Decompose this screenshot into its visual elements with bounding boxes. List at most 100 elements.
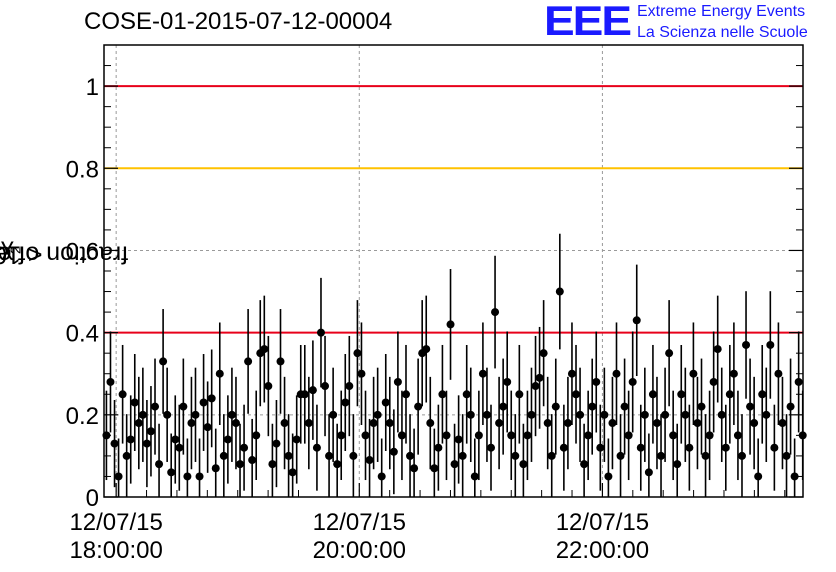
data-point	[572, 390, 581, 399]
data-point	[393, 377, 402, 386]
data-point	[661, 410, 670, 419]
data-point	[377, 472, 386, 481]
data-point	[410, 464, 419, 473]
data-point	[341, 398, 350, 407]
data-point	[503, 377, 512, 386]
y-tick-label: 0.2	[66, 403, 99, 430]
data-point	[110, 439, 119, 448]
data-points	[102, 287, 807, 481]
data-point	[179, 402, 188, 411]
data-point	[742, 340, 751, 349]
y-tick-label: 0.4	[66, 321, 99, 348]
data-point	[430, 464, 439, 473]
data-point	[134, 419, 143, 428]
data-point	[547, 451, 556, 460]
data-point	[252, 431, 261, 440]
data-point	[652, 419, 661, 428]
data-point	[304, 419, 313, 428]
chart-title: COSE-01-2015-07-12-00004	[84, 8, 393, 35]
data-point	[511, 451, 520, 460]
data-point	[770, 443, 779, 452]
data-point	[227, 410, 236, 419]
data-point	[389, 447, 398, 456]
data-point	[167, 468, 176, 477]
data-point	[515, 390, 524, 399]
data-point	[733, 431, 742, 440]
data-point	[207, 394, 216, 403]
data-point	[438, 390, 447, 399]
error-bars	[105, 233, 804, 497]
x-tick-label-date: 12/07/15	[556, 509, 649, 536]
y-tick-label: 1	[86, 74, 99, 101]
x-tick-label-time: 20:00:00	[313, 537, 406, 564]
data-point	[159, 357, 168, 366]
x-tick-label-date: 12/07/15	[313, 509, 406, 536]
logo-tagline-2: La Scienza nelle Scuole	[637, 24, 808, 41]
data-point	[171, 435, 180, 444]
data-point	[357, 369, 366, 378]
data-point	[288, 468, 297, 477]
data-point	[721, 443, 730, 452]
data-point	[329, 410, 338, 419]
data-point	[737, 451, 746, 460]
data-point	[199, 398, 208, 407]
data-point	[628, 377, 637, 386]
data-point	[559, 443, 568, 452]
data-point	[665, 349, 674, 358]
data-point	[563, 419, 572, 428]
data-point	[535, 373, 544, 382]
data-point	[106, 377, 115, 386]
data-point	[316, 328, 325, 337]
data-point	[219, 451, 228, 460]
data-point	[434, 443, 443, 452]
data-point	[203, 423, 212, 432]
data-point	[478, 369, 487, 378]
data-point	[580, 460, 589, 469]
data-point	[709, 377, 718, 386]
data-point	[373, 410, 382, 419]
data-point	[701, 451, 710, 460]
data-point	[657, 451, 666, 460]
data-point	[426, 419, 435, 428]
data-point	[195, 472, 204, 481]
eee-logo: EEE	[544, 0, 632, 45]
data-point	[620, 402, 629, 411]
tick-labels: 00.20.40.60.8112/07/1518:00:0012/07/1520…	[66, 74, 650, 564]
data-point	[397, 431, 406, 440]
data-point	[211, 464, 220, 473]
data-point	[470, 472, 479, 481]
data-point	[681, 410, 690, 419]
x-tick-label-time: 22:00:00	[556, 537, 649, 564]
data-point	[604, 472, 613, 481]
data-point	[401, 390, 410, 399]
data-point	[600, 410, 609, 419]
data-point	[446, 320, 455, 329]
x-tick-label-time: 18:00:00	[69, 537, 162, 564]
data-point	[774, 369, 783, 378]
data-point	[636, 443, 645, 452]
data-point	[118, 390, 127, 399]
data-point	[345, 382, 354, 391]
data-point	[155, 460, 164, 469]
data-point	[758, 390, 767, 399]
data-point	[754, 472, 763, 481]
data-point	[717, 410, 726, 419]
data-point	[244, 357, 253, 366]
data-point	[474, 431, 483, 440]
data-point	[588, 402, 597, 411]
data-point	[385, 419, 394, 428]
data-point	[300, 390, 309, 399]
data-point	[543, 419, 552, 428]
data-point	[215, 369, 224, 378]
data-point	[280, 419, 289, 428]
data-point	[365, 456, 374, 465]
data-point	[187, 419, 196, 428]
data-point	[458, 451, 467, 460]
data-point	[175, 443, 184, 452]
data-point	[491, 308, 500, 317]
data-point	[527, 410, 536, 419]
data-point	[523, 431, 532, 440]
data-point	[555, 287, 564, 296]
data-point	[130, 398, 139, 407]
data-point	[272, 439, 281, 448]
